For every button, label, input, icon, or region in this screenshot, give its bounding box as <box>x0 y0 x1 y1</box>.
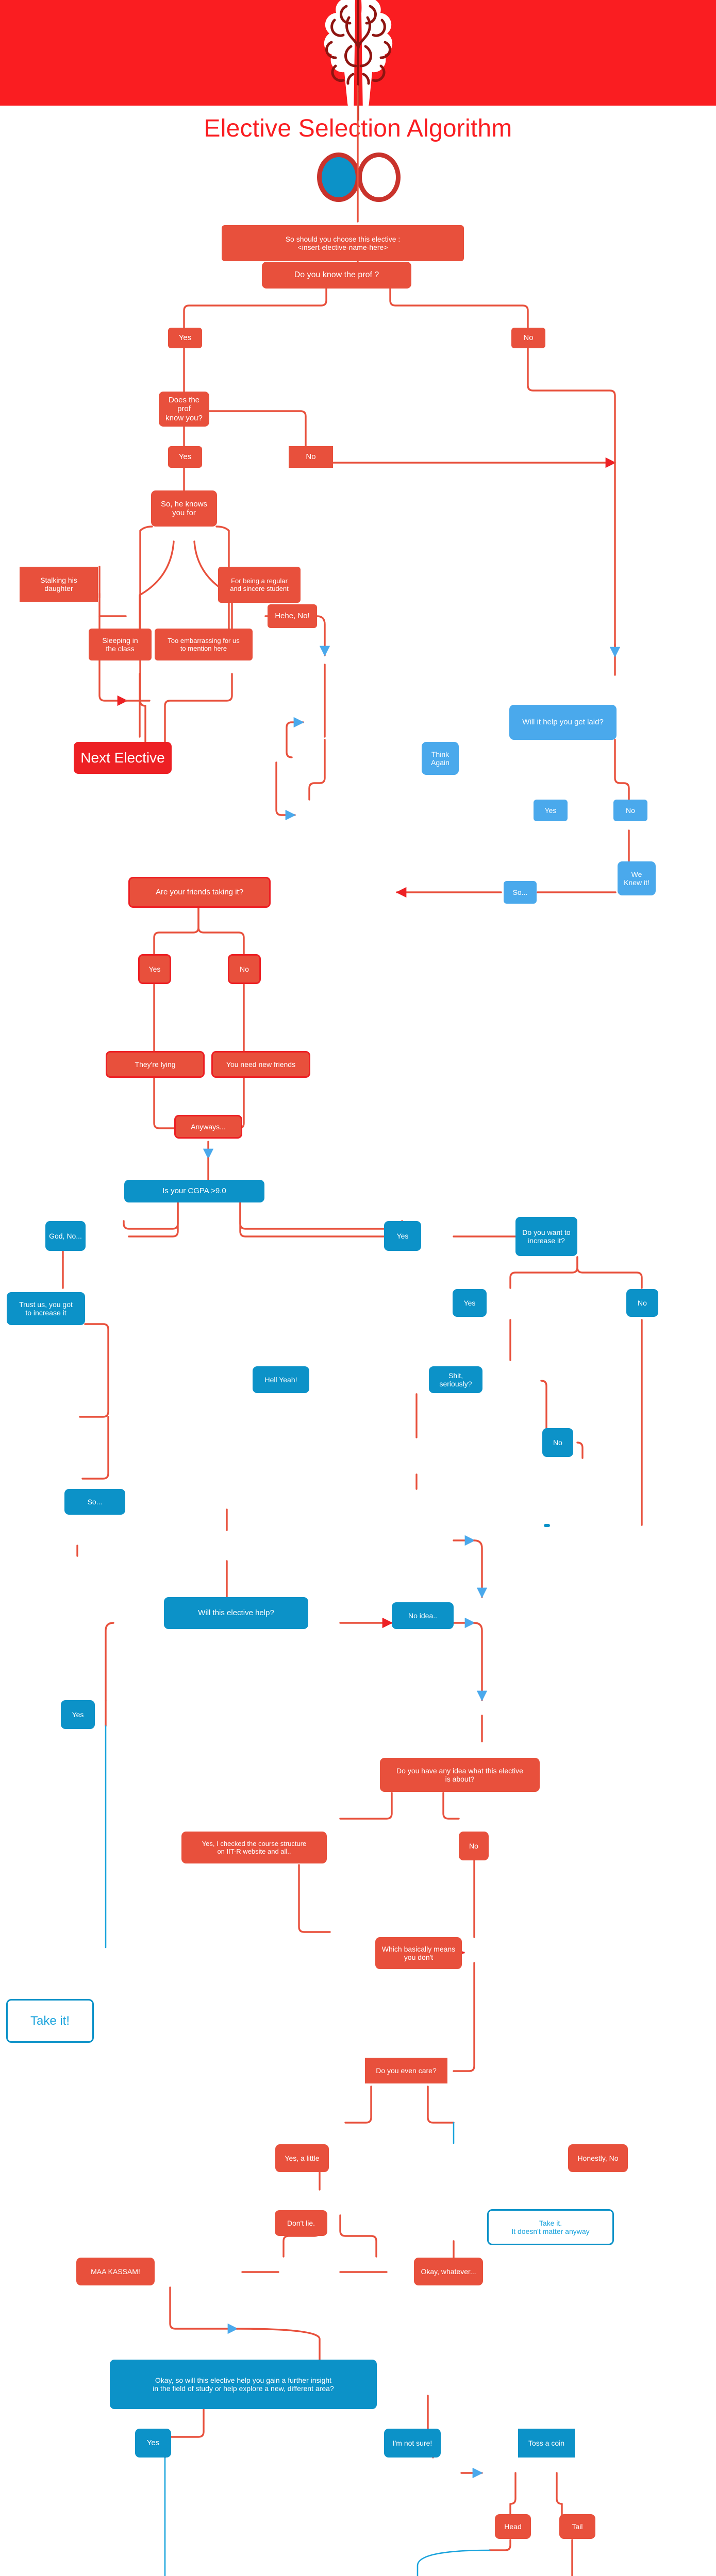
node-trust-us-you-got-to-increase-it[interactable]: Trust us, you got to increase it <box>7 1292 85 1325</box>
node-laid-no[interactable]: No <box>613 800 647 821</box>
node-theyre-lying[interactable]: They're lying <box>106 1051 205 1078</box>
node-prof-knows-yes[interactable]: Yes <box>168 446 202 468</box>
node-dont-lie[interactable]: Don't lie. <box>275 2210 327 2236</box>
node-you-need-new-friends[interactable]: You need new friends <box>211 1051 310 1078</box>
node-increase-yes[interactable]: Yes <box>453 1289 487 1317</box>
node-im-not-sure[interactable]: I'm not sure! <box>384 2429 441 2458</box>
node-friends-no[interactable]: No <box>228 954 261 984</box>
node-know-prof-no[interactable]: No <box>511 328 545 348</box>
node-cgpa-yes[interactable]: Yes <box>384 1221 421 1251</box>
node-do-you-want-to-increase-it[interactable]: Do you want to increase it? <box>515 1217 577 1256</box>
node-so-2[interactable]: So... <box>64 1489 125 1515</box>
node-yes-a-little[interactable]: Yes, a little <box>275 2144 329 2172</box>
node-sleeping-in-the-class[interactable]: Sleeping in the class <box>89 629 152 660</box>
node-does-the-prof-know-you[interactable]: Does the prof know you? <box>159 392 209 427</box>
node-regular-sincere-student[interactable]: For being a regular and sincere student <box>218 567 301 603</box>
node-friends-yes[interactable]: Yes <box>138 954 171 984</box>
node-too-embarrassing[interactable]: Too embarrassing for us to mention here <box>155 629 253 660</box>
glasses-icon <box>308 148 408 209</box>
node-head[interactable]: Head <box>495 2514 531 2539</box>
node-take-it-1[interactable]: Take it! <box>6 1999 94 2043</box>
header-band <box>0 0 716 106</box>
node-shit-seriously[interactable]: Shit, seriously? <box>429 1366 482 1393</box>
node-shit-no[interactable]: No <box>542 1428 573 1457</box>
node-laid-yes[interactable]: Yes <box>534 800 568 821</box>
node-toss-a-coin[interactable]: Toss a coin <box>518 2429 575 2458</box>
node-will-this-elective-help[interactable]: Will this elective help? <box>164 1597 308 1629</box>
node-checked-course-structure[interactable]: Yes, I checked the course structure on I… <box>181 1832 327 1863</box>
node-no-idea[interactable]: No idea.. <box>392 1602 454 1629</box>
node-anyways[interactable]: Anyways... <box>174 1115 242 1139</box>
node-are-your-friends-taking-it[interactable]: Are your friends taking it? <box>128 877 271 908</box>
node-know-prof-yes[interactable]: Yes <box>168 328 202 348</box>
node-will-it-help-you-get-laid[interactable]: Will it help you get laid? <box>509 705 617 740</box>
node-hell-yeah[interactable]: Hell Yeah! <box>253 1366 309 1393</box>
node-maa-kassam[interactable]: MAA KASSAM! <box>76 2258 155 2285</box>
node-prof-knows-no[interactable]: No <box>289 446 333 468</box>
node-we-knew-it[interactable]: We Knew it! <box>618 861 656 895</box>
node-take-it-doesnt-matter[interactable]: Take it. It doesn't matter anyway <box>487 2209 614 2245</box>
node-help-yes[interactable]: Yes <box>61 1700 95 1729</box>
node-do-you-know-the-prof[interactable]: Do you know the prof ? <box>262 262 411 289</box>
node-spacer <box>544 1524 550 1527</box>
node-idea-no[interactable]: No <box>459 1832 489 1860</box>
node-okay-whatever[interactable]: Okay, whatever... <box>414 2258 483 2285</box>
node-which-basically-means-you-dont[interactable]: Which basically means you don't <box>375 1937 462 1969</box>
node-start[interactable]: So should you choose this elective : <in… <box>222 225 464 261</box>
node-tail[interactable]: Tail <box>559 2514 595 2539</box>
node-hehe-no[interactable]: Hehe, No! <box>268 604 317 628</box>
node-so-he-knows-you-for[interactable]: So, he knows you for <box>151 490 217 527</box>
node-insight-yes[interactable]: Yes <box>135 2429 171 2458</box>
node-do-you-have-any-idea[interactable]: Do you have any idea what this elective … <box>380 1758 540 1792</box>
node-stalking-his-daughter[interactable]: Stalking his daughter <box>20 567 98 602</box>
node-next-elective-1[interactable]: Next Elective <box>74 742 172 774</box>
node-okay-so-will-this-elective-help-insight[interactable]: Okay, so will this elective help you gai… <box>110 2360 377 2409</box>
node-god-no[interactable]: God, No... <box>45 1221 86 1251</box>
node-increase-no[interactable]: No <box>626 1289 658 1317</box>
node-so-1[interactable]: So... <box>504 881 537 904</box>
page-title: Elective Selection Algorithm <box>204 115 512 142</box>
node-honestly-no[interactable]: Honestly, No <box>568 2144 628 2172</box>
node-do-you-even-care[interactable]: Do you even care? <box>365 2058 447 2083</box>
node-think-again[interactable]: Think Again <box>422 742 459 775</box>
node-is-your-cgpa[interactable]: Is your CGPA >9.0 <box>124 1180 264 1202</box>
